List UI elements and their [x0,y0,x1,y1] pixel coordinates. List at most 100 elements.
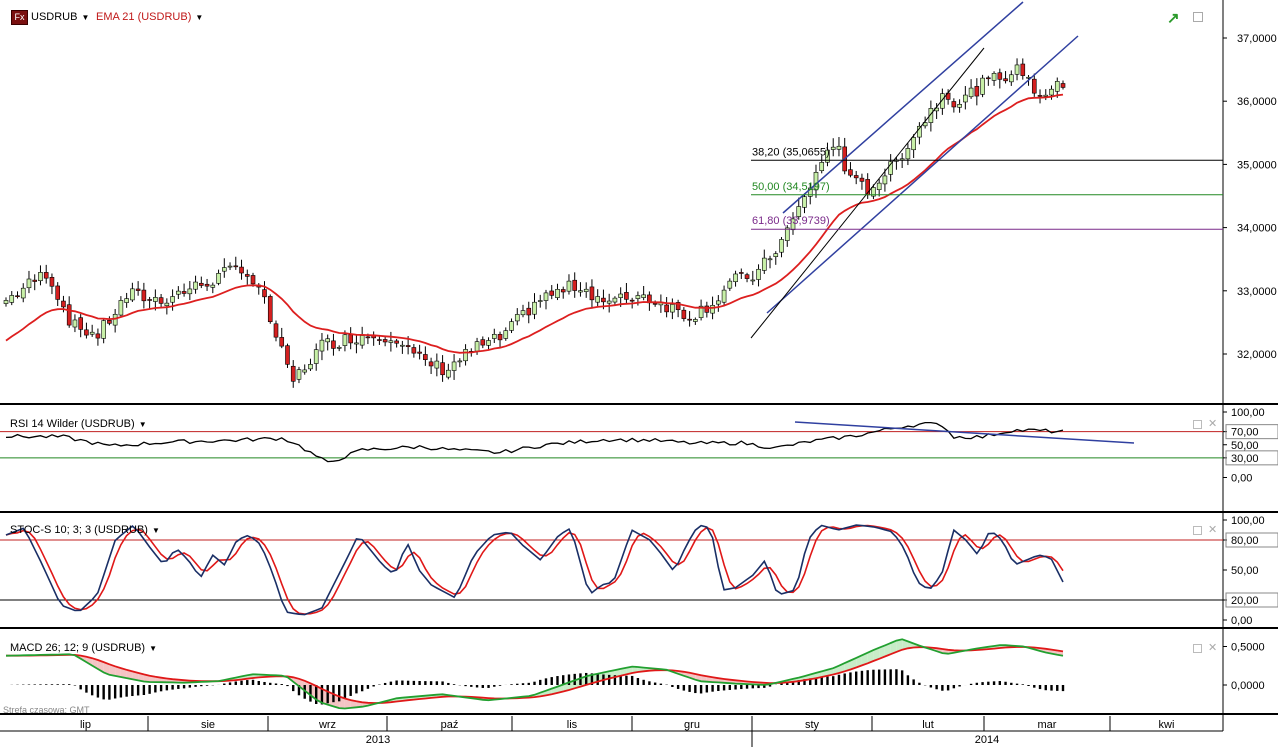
candle-down [423,354,427,359]
candle-down [107,320,111,323]
candle-down [682,310,686,318]
candle-up [217,273,221,283]
candle-down [1061,83,1065,87]
candle-up [326,339,330,342]
candle-up [912,137,916,149]
stoch-y-label-2: 50,00 [1231,565,1259,577]
candle-down [975,86,979,96]
symbol-selector[interactable]: USDRUB▼ [31,11,89,23]
candle-up [883,176,887,184]
candle-down [441,363,445,375]
month-label-2: wrz [318,719,336,731]
candle-up [10,295,14,302]
candle-up [188,289,192,294]
candle-up [165,303,169,306]
candle-down [395,341,399,343]
month-label-1: sie [201,719,215,731]
candle-down [245,274,249,276]
candle-up [176,291,180,294]
candle-up [452,362,456,371]
candle-down [56,286,60,299]
candle-up [584,289,588,291]
candle-up [768,259,772,260]
fib-500-label: 50,00 (34,5197) [752,181,830,193]
main-y-label-1: 36,0000 [1237,96,1277,108]
candle-up [1055,81,1059,91]
candle-down [377,340,381,341]
candle-down [1021,64,1025,76]
candle-down [429,362,433,366]
candle-down [44,272,48,278]
macd-maximize-icon[interactable] [1193,644,1202,653]
rsi-title: RSI 14 Wilder (USDRUB) [10,418,135,430]
rsi-y-label-2: 50,00 [1231,440,1259,452]
candle-up [963,95,967,102]
stoch-close-icon[interactable]: ✕ [1208,523,1217,536]
candle-up [389,341,393,343]
candle-up [751,280,755,281]
candle-up [716,301,720,304]
candle-up [969,88,973,97]
candle-up [435,361,439,368]
fib-382-label: 38,20 (35,0655) [752,146,830,158]
candle-up [446,370,450,377]
candle-up [762,258,766,270]
candle-up [510,322,514,331]
macd-indicator-selector[interactable]: MACD 26; 12; 9 (USDRUB)▼ [10,642,157,654]
candle-up [171,297,175,303]
candle-down [412,348,416,354]
candle-up [337,347,341,348]
rsi-indicator-selector[interactable]: RSI 14 Wilder (USDRUB) ▼ [10,418,147,430]
candle-down [251,275,255,283]
candle-down [274,324,278,337]
candle-down [96,334,100,338]
candle-up [728,281,732,288]
stoch-y-label-1: 80,00 [1231,535,1259,547]
panel-options-icon[interactable] [1193,12,1203,22]
timezone-label: Strefa czasowa: GMT [3,705,90,715]
candle-up [613,298,617,302]
rsi-dropdown-icon: ▼ [139,420,147,429]
month-label-7: lut [922,719,934,731]
candle-up [211,285,215,287]
rsi-close-icon[interactable]: ✕ [1208,417,1217,430]
candle-up [774,254,778,257]
candle-up [538,301,542,302]
candle-down [688,319,692,320]
rsi-maximize-icon[interactable] [1193,420,1202,429]
candle-down [1004,79,1008,81]
ema-indicator-selector[interactable]: EMA 21 (USDRUB)▼ [96,11,203,23]
candle-down [67,305,71,325]
candle-down [1038,95,1042,96]
candle-down [854,175,858,177]
candle-up [1009,75,1013,82]
candle-down [268,296,272,321]
stoch-maximize-icon[interactable] [1193,526,1202,535]
main-y-label-5: 32,0000 [1237,349,1277,361]
candle-up [343,335,347,346]
symbol-label: USDRUB [31,11,77,23]
stoch-title: STOC-S 10; 3; 3 (USDRUB) [10,524,148,536]
stoch-indicator-selector[interactable]: STOC-S 10; 3; 3 (USDRUB)▼ [10,524,160,536]
candle-up [642,295,646,298]
macd-y-label-1: 0,0000 [1231,680,1265,692]
candle-up [320,340,324,351]
candle-down [366,337,370,338]
candle-down [739,272,743,273]
trend-icon[interactable]: ↗ [1167,9,1180,27]
candle-up [73,320,77,327]
candle-down [573,280,577,290]
candle-down [61,301,65,307]
candle-down [665,305,669,312]
candle-down [50,277,54,286]
candle-down [653,303,657,304]
macd-close-icon[interactable]: ✕ [1208,641,1217,654]
candle-down [561,289,565,292]
candle-up [119,300,123,315]
candle-up [308,364,312,369]
candle-down [1032,79,1036,93]
candle-up [734,274,738,282]
candle-down [159,298,163,304]
